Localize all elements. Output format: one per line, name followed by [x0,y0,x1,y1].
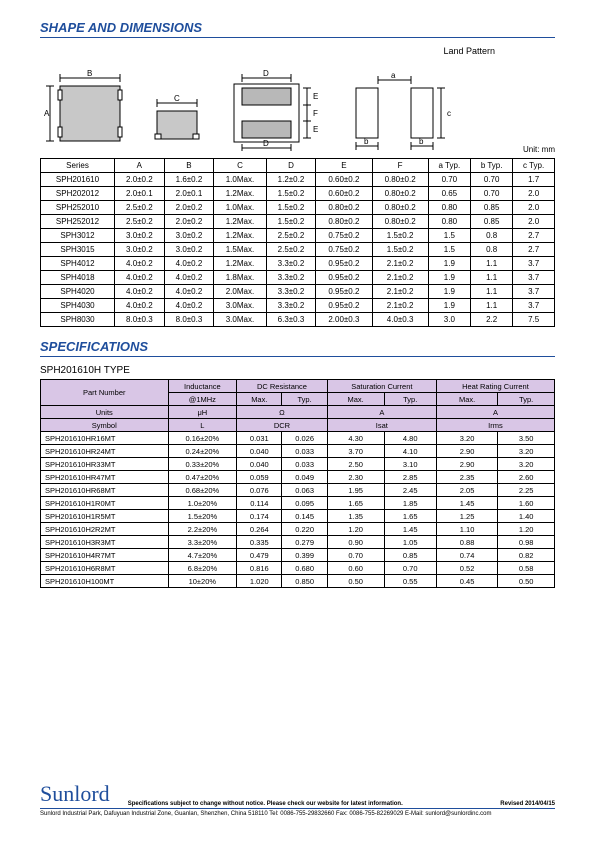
diagram-bottom-view: D D E F E [219,66,329,151]
dim-header: B [164,159,214,173]
table-row: SPH201610HR16MT0.16±20%0.0310.0264.304.8… [41,432,555,445]
svg-text:E: E [313,125,318,134]
specifications-title: SPECIFICATIONS [40,339,555,357]
table-row: SPH201610HR24MT0.24±20%0.0400.0333.704.1… [41,445,555,458]
land-pattern-label: Land Pattern [40,46,495,56]
svg-text:D: D [263,139,269,148]
svg-text:b: b [364,137,369,146]
spec-subtype: SPH201610H TYPE [40,365,555,376]
table-row: SPH201610H2R2MT2.2±20%0.2640.2201.201.45… [41,523,555,536]
svg-text:C: C [174,94,180,103]
footer-address: Sunlord Industrial Park, Dafuyuan Indust… [40,811,555,817]
spec-h-isat: Saturation Current [327,380,436,393]
table-row: SPH201610H6R8MT6.8±20%0.8160.6800.600.70… [41,562,555,575]
spec-h-partno: Part Number [41,380,169,406]
dim-header: a Typ. [428,159,470,173]
footer-disclaimer: Specifications subject to change without… [128,801,501,807]
footer-revised: Revised 2014/04/15 [500,801,555,807]
table-row: SPH2020122.0±0.12.0±0.11.2Max.1.5±0.20.6… [41,187,555,201]
dim-header: b Typ. [471,159,513,173]
spec-h-dcr: DC Resistance [237,380,328,393]
footer-logo: Sunlord [40,781,110,807]
diagram-area: B A C D D [40,66,555,151]
table-row: SPH40124.0±0.24.0±0.21.2Max.3.3±0.20.95±… [41,257,555,271]
table-row: SPH201610HR47MT0.47±20%0.0590.0492.302.8… [41,471,555,484]
diagram-side-view: C [147,66,207,151]
svg-text:a: a [391,71,396,80]
svg-text:B: B [87,69,92,78]
spec-table: Part Number Inductance DC Resistance Sat… [40,379,555,588]
table-row: SPH30123.0±0.23.0±0.21.2Max.2.5±0.20.75±… [41,229,555,243]
dimensions-table: SeriesABCDEFa Typ.b Typ.c Typ. SPH201610… [40,158,555,327]
table-row: SPH40304.0±0.24.0±0.23.0Max.3.3±0.20.95±… [41,299,555,313]
table-row: SPH2520102.5±0.22.0±0.21.0Max.1.5±0.20.8… [41,201,555,215]
svg-text:D: D [263,69,269,78]
table-row: SPH201610H1R5MT1.5±20%0.1740.1451.351.65… [41,510,555,523]
dim-header: c Typ. [513,159,555,173]
diagram-top-view: B A [40,66,135,151]
table-row: SPH30153.0±0.23.0±0.21.5Max.2.5±0.20.75±… [41,243,555,257]
table-row: SPH2016102.0±0.21.6±0.21.0Max.1.2±0.20.6… [41,173,555,187]
dim-header: E [316,159,372,173]
spec-h-ind: Inductance [168,380,237,393]
dim-header: A [115,159,165,173]
table-row: SPH201610H1R0MT1.0±20%0.1140.0951.651.85… [41,497,555,510]
diagram-land-pattern: a b b c [341,66,471,151]
footer: Sunlord Specifications subject to change… [40,781,555,817]
table-row: SPH80308.0±0.38.0±0.33.0Max.6.3±0.32.00±… [41,313,555,327]
svg-text:b: b [419,137,424,146]
dim-header: Series [41,159,115,173]
table-row: SPH2520122.5±0.22.0±0.21.2Max.1.5±0.20.8… [41,215,555,229]
dim-header: D [266,159,316,173]
table-row: SPH201610H100MT10±20%1.0200.8500.500.550… [41,575,555,588]
svg-text:E: E [313,92,318,101]
table-row: SPH40184.0±0.24.0±0.21.8Max.3.3±0.20.95±… [41,271,555,285]
dim-header: C [214,159,266,173]
table-row: SPH201610H3R3MT3.3±20%0.3350.2790.901.05… [41,536,555,549]
svg-text:F: F [313,109,318,118]
table-row: SPH201610HR68MT0.68±20%0.0760.0631.952.4… [41,484,555,497]
shape-dimensions-title: SHAPE AND DIMENSIONS [40,20,555,38]
svg-text:A: A [44,109,50,118]
dim-header: F [372,159,428,173]
spec-h-irms: Heat Rating Current [436,380,554,393]
table-row: SPH201610HR33MT0.33±20%0.0400.0332.503.1… [41,458,555,471]
table-row: SPH40204.0±0.24.0±0.22.0Max.3.3±0.20.95±… [41,285,555,299]
svg-text:c: c [447,109,451,118]
table-row: SPH201610H4R7MT4.7±20%0.4790.3990.700.85… [41,549,555,562]
